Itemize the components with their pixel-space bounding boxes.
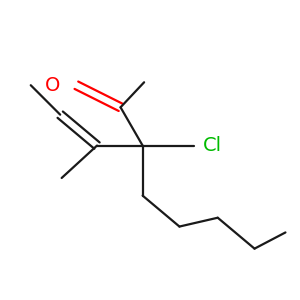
Text: Cl: Cl	[203, 136, 222, 155]
Text: O: O	[45, 76, 60, 95]
